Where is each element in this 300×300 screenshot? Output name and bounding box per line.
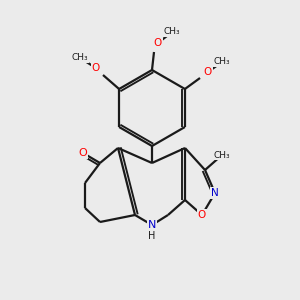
Text: CH₃: CH₃ xyxy=(164,28,180,37)
Text: N: N xyxy=(148,220,156,230)
Text: N: N xyxy=(211,188,219,198)
Text: O: O xyxy=(204,67,212,77)
Text: CH₃: CH₃ xyxy=(214,58,230,67)
Text: O: O xyxy=(79,148,87,158)
Text: O: O xyxy=(198,210,206,220)
Text: O: O xyxy=(92,63,100,73)
Text: CH₃: CH₃ xyxy=(214,151,230,160)
Text: CH₃: CH₃ xyxy=(72,53,88,62)
Text: O: O xyxy=(154,38,162,48)
Text: H: H xyxy=(148,231,156,241)
